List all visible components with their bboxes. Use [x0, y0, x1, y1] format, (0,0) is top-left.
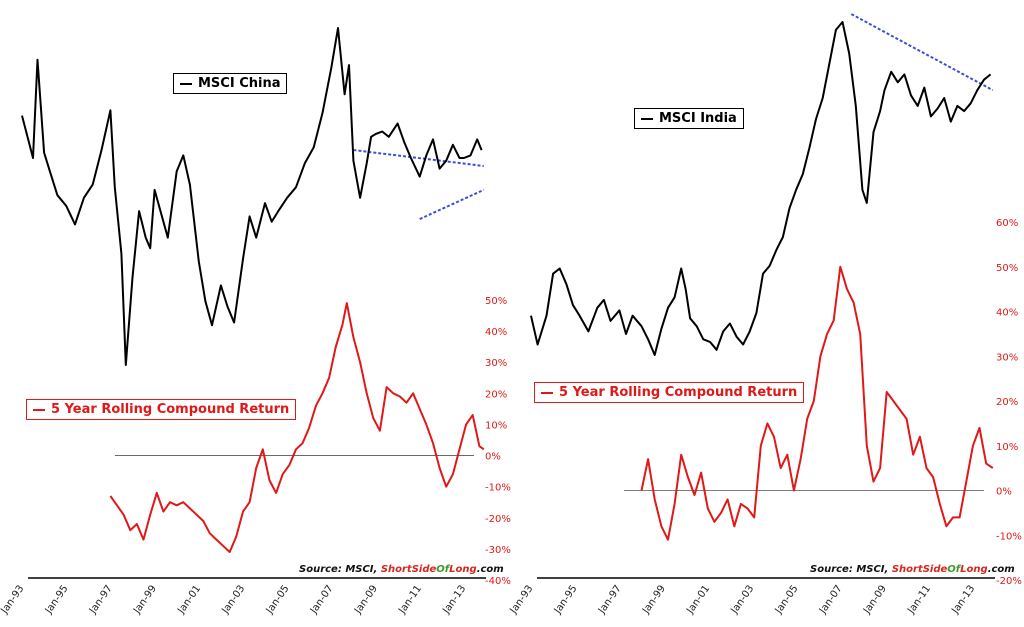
series-line-rolling-return	[109, 302, 485, 553]
y-tick-label: -10%	[996, 531, 1022, 542]
y-tick-label: 30%	[996, 352, 1018, 363]
source-prefix: Source: MSCI,	[299, 564, 381, 575]
y-tick-label: 50%	[485, 296, 507, 307]
x-tick-label: Jan-95	[43, 583, 71, 616]
x-tick-label: Jan-97	[87, 583, 115, 616]
x-tick-label: Jan-05	[264, 583, 292, 616]
legend-label: MSCI China	[198, 76, 281, 91]
y-tick-label: -30%	[485, 545, 511, 556]
x-tick-label: Jan-07	[308, 583, 336, 616]
source-of: Of	[436, 564, 450, 575]
y-tick-label: 40%	[485, 327, 507, 338]
source-note-right: Source: MSCI, ShortSideOfLong.com	[810, 564, 1015, 575]
x-tick-label: Jan-05	[773, 583, 801, 616]
y-tick-label: -20%	[996, 576, 1022, 587]
trendline	[353, 149, 484, 167]
x-tick-label: Jan-01	[175, 583, 203, 616]
source-of: Of	[947, 564, 961, 575]
legend-msci-india: MSCI India	[634, 108, 744, 129]
x-tick-label: Jan-13	[950, 583, 978, 616]
x-tick-label: Jan-11	[905, 583, 933, 616]
legend-label: 5 Year Rolling Compound Return	[559, 385, 798, 400]
x-tick-label: Jan-09	[352, 583, 380, 616]
y-tick-label: 10%	[485, 420, 507, 431]
legend-label: 5 Year Rolling Compound Return	[51, 402, 290, 417]
y-tick-label: 60%	[996, 218, 1018, 229]
x-tick-label: Jan-93	[0, 583, 26, 616]
legend-swatch	[180, 82, 192, 85]
chart-panel-left: Jan-93 Jan-95 Jan-97 Jan-99 Jan-01 Jan-03 Jan-…	[0, 27, 511, 617]
series-line-msci	[21, 27, 483, 366]
trendline	[850, 13, 994, 92]
legend-label: MSCI India	[659, 111, 737, 126]
y-tick-label: 50%	[996, 263, 1018, 274]
x-tick-label: Jan-95	[552, 583, 580, 616]
y-tick-label: -40%	[485, 576, 511, 587]
legend-swatch	[541, 391, 553, 394]
x-tick-label: Jan-01	[684, 583, 712, 616]
chart-panel-right: Jan-93 Jan-95 Jan-97 Jan-99 Jan-01 Jan-03 Jan-…	[508, 13, 1022, 617]
x-tick-label: Jan-13	[441, 583, 469, 616]
y-tick-label: 40%	[996, 308, 1018, 319]
series-line-rolling-return	[640, 265, 994, 541]
x-tick-label: Jan-93	[508, 583, 536, 616]
series-line-msci	[530, 21, 992, 356]
source-short: ShortSide	[891, 564, 948, 575]
source-short: ShortSide	[380, 564, 437, 575]
x-tick-label: Jan-03	[729, 583, 757, 616]
source-long: Long	[960, 564, 988, 575]
y-tick-label: 10%	[996, 442, 1018, 453]
legend-rolling-return-left: 5 Year Rolling Compound Return	[26, 399, 297, 420]
source-long: Long	[449, 564, 477, 575]
legend-msci-china: MSCI China	[173, 73, 288, 94]
y-tick-label: 0%	[996, 487, 1012, 498]
legend-swatch	[33, 408, 45, 411]
legend-swatch	[641, 117, 653, 120]
x-tick-label: Jan-99	[131, 583, 159, 616]
y-tick-label: -10%	[485, 483, 511, 494]
source-suffix: .com	[476, 564, 504, 575]
x-tick-label: Jan-97	[596, 583, 624, 616]
x-tick-label: Jan-11	[396, 583, 424, 616]
x-tick-label: Jan-99	[640, 583, 668, 616]
y-tick-label: 30%	[485, 358, 507, 369]
legend-rolling-return-right: 5 Year Rolling Compound Return	[534, 382, 805, 403]
source-note-left: Source: MSCI, ShortSideOfLong.com	[299, 564, 504, 575]
x-tick-label: Jan-07	[817, 583, 845, 616]
y-tick-label: -20%	[485, 514, 511, 525]
y-tick-label: 20%	[485, 389, 507, 400]
x-tick-label: Jan-03	[220, 583, 248, 616]
x-tick-label: Jan-09	[861, 583, 889, 616]
y-tick-label: 0%	[485, 452, 501, 463]
source-prefix: Source: MSCI,	[810, 564, 892, 575]
trendline	[419, 188, 485, 220]
source-suffix: .com	[987, 564, 1015, 575]
y-tick-label: 20%	[996, 397, 1018, 408]
